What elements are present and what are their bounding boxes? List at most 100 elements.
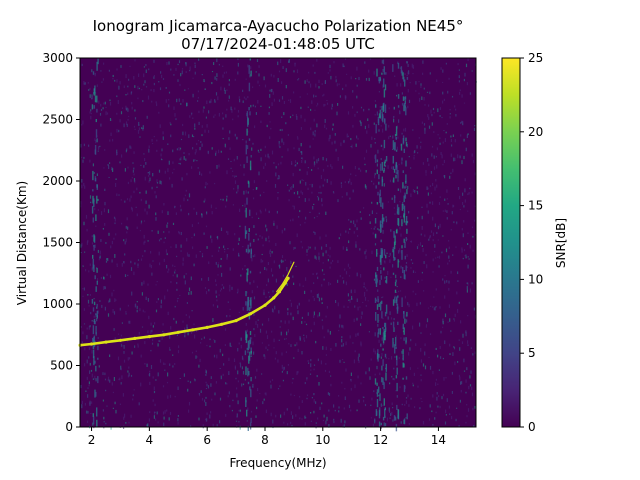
noise-cell [88,356,90,359]
noise-cell [204,88,206,90]
noise-cell [314,130,316,133]
noise-cell [300,106,302,110]
noise-band-cell [379,109,381,119]
noise-cell [199,358,201,363]
noise-cell [472,160,475,164]
noise-band-cell [382,327,384,330]
noise-cell [82,295,84,297]
noise-cell [317,314,319,318]
noise-cell [416,145,418,149]
noise-cell [89,400,91,405]
noise-cell [90,311,92,315]
noise-cell [433,155,435,159]
noise-cell [140,164,142,166]
noise-cell [439,142,441,145]
noise-cell [182,257,184,262]
noise-cell [371,397,373,401]
noise-cell [421,206,423,208]
noise-cell [253,351,255,355]
noise-cell [262,260,264,263]
noise-cell [298,78,300,80]
noise-cell [407,186,409,190]
noise-cell [117,356,120,361]
noise-cell [290,312,292,316]
noise-band-cell [96,267,98,273]
noise-cell [284,228,286,231]
noise-band-cell [92,337,94,342]
noise-cell [206,412,208,415]
noise-cell [318,79,320,83]
noise-band-cell [404,318,406,324]
noise-cell [172,149,174,153]
noise-cell [213,339,215,341]
noise-cell [345,271,348,275]
noise-cell [127,370,129,373]
noise-cell [83,83,85,86]
noise-cell [153,386,155,391]
noise-cell [457,280,459,282]
noise-cell [103,208,105,213]
noise-cell [246,268,248,271]
noise-cell [89,195,92,199]
noise-cell [106,273,108,276]
noise-cell [310,363,312,368]
noise-band-cell [403,205,406,216]
noise-cell [375,299,378,302]
noise-cell [169,394,172,398]
noise-band-cell [374,154,377,163]
noise-cell [317,196,319,198]
noise-cell [352,124,354,128]
noise-cell [137,263,139,267]
noise-band-cell [403,337,405,341]
noise-cell [316,58,318,62]
noise-cell [358,76,360,81]
noise-cell [81,184,83,189]
noise-cell [97,150,99,152]
noise-cell [215,295,218,298]
colorbar-tick-label: 10 [528,272,543,286]
noise-cell [354,166,356,170]
noise-cell [398,290,400,293]
noise-cell [133,173,135,176]
noise-cell [287,311,289,316]
noise-cell [83,156,85,159]
noise-cell [112,309,114,313]
noise-cell [147,298,149,302]
noise-cell [153,89,155,93]
noise-cell [341,324,343,328]
noise-cell [148,374,150,376]
noise-cell [174,305,176,308]
noise-cell [404,73,406,75]
noise-cell [131,207,133,212]
noise-cell [128,115,130,117]
noise-cell [202,424,204,429]
noise-cell [436,392,438,395]
noise-cell [429,235,431,238]
noise-cell [459,89,461,92]
noise-cell [392,407,394,409]
noise-band-cell [380,275,382,280]
noise-cell [280,320,282,323]
noise-cell [433,166,436,170]
noise-band-cell [94,145,97,155]
noise-cell [368,108,370,111]
noise-cell [308,81,310,84]
noise-cell [149,372,151,377]
noise-cell [391,197,393,200]
noise-cell [447,90,449,94]
noise-cell [450,330,452,332]
noise-cell [240,164,242,167]
noise-cell [445,377,447,379]
noise-cell [167,211,169,215]
noise-cell [435,378,437,381]
noise-cell [471,226,474,229]
noise-cell [162,131,164,135]
noise-band-cell [245,291,247,297]
noise-band-cell [248,65,250,74]
noise-cell [228,95,230,99]
noise-cell [325,211,327,215]
noise-cell [210,383,212,387]
noise-cell [416,190,418,192]
noise-cell [421,279,423,281]
noise-cell [444,175,446,179]
